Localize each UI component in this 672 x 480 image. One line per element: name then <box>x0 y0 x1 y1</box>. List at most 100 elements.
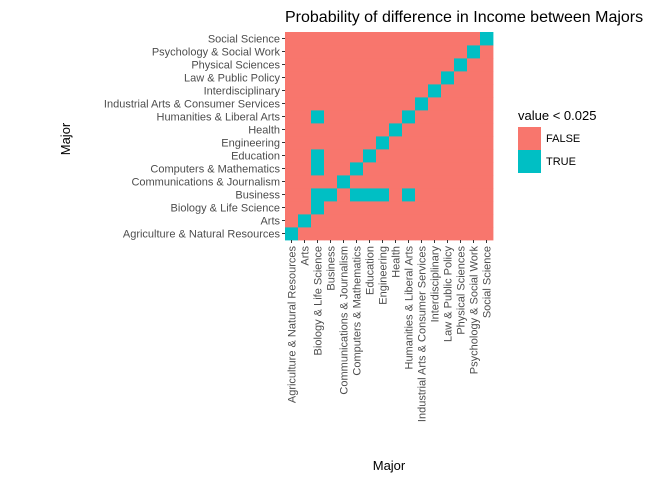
heatmap-cell-humanities-and-liberal-arts-vs-physical-sciences <box>402 58 416 72</box>
heatmap-cell-biology-and-life-science-vs-health <box>311 123 325 137</box>
heatmap-cell-communications-and-journalism-vs-interdisciplinary <box>337 84 351 98</box>
heatmap-cell-arts-vs-law-and-public-policy <box>298 71 312 85</box>
y-tick-label: Industrial Arts & Consumer Services <box>104 99 281 111</box>
heatmap-cell-biology-and-life-science-vs-psychology-and-social-work <box>311 45 325 59</box>
heatmap-cell-business-vs-education <box>324 149 338 163</box>
x-tick-label: Computers & Mathematics <box>352 246 364 376</box>
heatmap-cell-business-vs-biology-and-life-science <box>324 201 338 215</box>
heatmap-cell-computers-and-mathematics-vs-biology-and-life-science <box>350 201 364 215</box>
heatmap-cell-education-vs-agriculture-and-natural-resources <box>363 227 377 241</box>
heatmap-cell-social-science-vs-physical-sciences <box>480 58 494 72</box>
heatmap-cell-psychology-and-social-work-vs-humanities-and-liberal-arts <box>467 110 481 124</box>
heatmap-cell-industrial-arts-and-consumer-services-vs-agriculture-and-natural-resources <box>415 227 429 241</box>
heatmap-cell-physical-sciences-vs-industrial-arts-and-consumer-services <box>454 97 468 111</box>
chart-title: Probability of difference in Income betw… <box>285 9 643 26</box>
heatmap-cell-communications-and-journalism-vs-business <box>337 188 351 202</box>
heatmap-cell-agriculture-and-natural-resources-vs-education <box>285 149 299 163</box>
heatmap-cell-education-vs-industrial-arts-and-consumer-services <box>363 97 377 111</box>
heatmap-cell-engineering-vs-industrial-arts-and-consumer-services <box>376 97 390 111</box>
x-tick-label: Psychology & Social Work <box>469 246 481 375</box>
heatmap-cell-engineering-vs-engineering <box>376 136 390 150</box>
heatmap-cell-industrial-arts-and-consumer-services-vs-communications-and-journalism <box>415 175 429 189</box>
heatmap-cell-arts-vs-computers-and-mathematics <box>298 162 312 176</box>
heatmap-cell-engineering-vs-social-science <box>376 32 390 46</box>
heatmap-cell-psychology-and-social-work-vs-law-and-public-policy <box>467 71 481 85</box>
heatmap-cell-physical-sciences-vs-law-and-public-policy <box>454 71 468 85</box>
heatmap-cell-interdisciplinary-vs-psychology-and-social-work <box>428 45 442 59</box>
heatmap-cell-business-vs-computers-and-mathematics <box>324 162 338 176</box>
heatmap-cell-humanities-and-liberal-arts-vs-interdisciplinary <box>402 84 416 98</box>
heatmap-cell-education-vs-education <box>363 149 377 163</box>
heatmap-cell-interdisciplinary-vs-interdisciplinary <box>428 84 442 98</box>
heatmap-cell-engineering-vs-biology-and-life-science <box>376 201 390 215</box>
heatmap-cell-law-and-public-policy-vs-physical-sciences <box>441 58 455 72</box>
heatmap-cell-computers-and-mathematics-vs-humanities-and-liberal-arts <box>350 110 364 124</box>
heatmap-cell-biology-and-life-science-vs-education <box>311 149 325 163</box>
x-tick-label: Social Science <box>482 246 494 318</box>
heatmap-cell-engineering-vs-health <box>376 123 390 137</box>
x-axis-title: Major <box>373 458 406 473</box>
heatmap-cell-psychology-and-social-work-vs-physical-sciences <box>467 58 481 72</box>
heatmap-cell-business-vs-arts <box>324 214 338 228</box>
heatmap-cell-business-vs-interdisciplinary <box>324 84 338 98</box>
heatmap-cell-humanities-and-liberal-arts-vs-humanities-and-liberal-arts <box>402 110 416 124</box>
heatmap-cell-computers-and-mathematics-vs-industrial-arts-and-consumer-services <box>350 97 364 111</box>
heatmap-cell-engineering-vs-law-and-public-policy <box>376 71 390 85</box>
heatmap-cell-industrial-arts-and-consumer-services-vs-industrial-arts-and-consumer-services <box>415 97 429 111</box>
heatmap-cell-communications-and-journalism-vs-arts <box>337 214 351 228</box>
heatmap-cell-business-vs-business <box>324 188 338 202</box>
heatmap-cell-health-vs-engineering <box>389 136 403 150</box>
heatmap-cell-agriculture-and-natural-resources-vs-biology-and-life-science <box>285 201 299 215</box>
heatmap-cell-communications-and-journalism-vs-engineering <box>337 136 351 150</box>
heatmap-cell-engineering-vs-interdisciplinary <box>376 84 390 98</box>
heatmap-cell-communications-and-journalism-vs-education <box>337 149 351 163</box>
y-tick-label: Social Science <box>208 34 280 46</box>
heatmap-cell-social-science-vs-communications-and-journalism <box>480 175 494 189</box>
heatmap-cell-psychology-and-social-work-vs-health <box>467 123 481 137</box>
x-tick-label: Biology & Life Science <box>313 246 325 355</box>
heatmap-cell-education-vs-computers-and-mathematics <box>363 162 377 176</box>
heatmap-cell-social-science-vs-biology-and-life-science <box>480 201 494 215</box>
y-tick-label: Arts <box>260 216 280 228</box>
heatmap-cell-biology-and-life-science-vs-interdisciplinary <box>311 84 325 98</box>
heatmap-cell-computers-and-mathematics-vs-social-science <box>350 32 364 46</box>
heatmap-cell-arts-vs-communications-and-journalism <box>298 175 312 189</box>
heatmap-cell-education-vs-humanities-and-liberal-arts <box>363 110 377 124</box>
x-tick-label: Agriculture & Natural Resources <box>287 246 299 404</box>
heatmap-cell-industrial-arts-and-consumer-services-vs-health <box>415 123 429 137</box>
y-tick-label: Agriculture & Natural Resources <box>123 229 281 241</box>
heatmap-cell-arts-vs-engineering <box>298 136 312 150</box>
heatmap-cell-social-science-vs-engineering <box>480 136 494 150</box>
heatmap-cell-arts-vs-interdisciplinary <box>298 84 312 98</box>
heatmap-cell-communications-and-journalism-vs-law-and-public-policy <box>337 71 351 85</box>
heatmap-cell-health-vs-psychology-and-social-work <box>389 45 403 59</box>
heatmap-cell-interdisciplinary-vs-engineering <box>428 136 442 150</box>
heatmap-cell-psychology-and-social-work-vs-engineering <box>467 136 481 150</box>
heatmap-cell-psychology-and-social-work-vs-biology-and-life-science <box>467 201 481 215</box>
heatmap-cell-law-and-public-policy-vs-social-science <box>441 32 455 46</box>
x-tick-label: Health <box>391 246 403 278</box>
heatmap-cell-law-and-public-policy-vs-communications-and-journalism <box>441 175 455 189</box>
heatmap-cell-communications-and-journalism-vs-agriculture-and-natural-resources <box>337 227 351 241</box>
heatmap-cell-engineering-vs-humanities-and-liberal-arts <box>376 110 390 124</box>
heatmap-cell-business-vs-law-and-public-policy <box>324 71 338 85</box>
heatmap-cell-psychology-and-social-work-vs-industrial-arts-and-consumer-services <box>467 97 481 111</box>
heatmap-cell-physical-sciences-vs-agriculture-and-natural-resources <box>454 227 468 241</box>
heatmap-cell-biology-and-life-science-vs-agriculture-and-natural-resources <box>311 227 325 241</box>
heatmap-cell-health-vs-communications-and-journalism <box>389 175 403 189</box>
heatmap-cell-communications-and-journalism-vs-social-science <box>337 32 351 46</box>
heatmap-cell-business-vs-industrial-arts-and-consumer-services <box>324 97 338 111</box>
heatmap-cell-social-science-vs-business <box>480 188 494 202</box>
heatmap-cell-industrial-arts-and-consumer-services-vs-business <box>415 188 429 202</box>
x-tick-label: Law & Public Policy <box>443 246 455 342</box>
heatmap-cell-law-and-public-policy-vs-agriculture-and-natural-resources <box>441 227 455 241</box>
heatmap-cell-humanities-and-liberal-arts-vs-agriculture-and-natural-resources <box>402 227 416 241</box>
heatmap-cell-psychology-and-social-work-vs-communications-and-journalism <box>467 175 481 189</box>
heatmap-cell-social-science-vs-arts <box>480 214 494 228</box>
heatmap-cell-humanities-and-liberal-arts-vs-law-and-public-policy <box>402 71 416 85</box>
x-tick-label: Industrial Arts & Consumer Services <box>417 246 429 423</box>
heatmap-cell-law-and-public-policy-vs-business <box>441 188 455 202</box>
heatmap-cell-industrial-arts-and-consumer-services-vs-law-and-public-policy <box>415 71 429 85</box>
heatmap-cell-arts-vs-agriculture-and-natural-resources <box>298 227 312 241</box>
